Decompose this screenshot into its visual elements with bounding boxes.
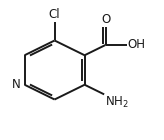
Text: NH$_2$: NH$_2$ — [105, 95, 129, 110]
Text: N: N — [12, 78, 21, 91]
Text: O: O — [101, 13, 110, 26]
Text: Cl: Cl — [49, 8, 60, 21]
Text: OH: OH — [127, 38, 145, 52]
